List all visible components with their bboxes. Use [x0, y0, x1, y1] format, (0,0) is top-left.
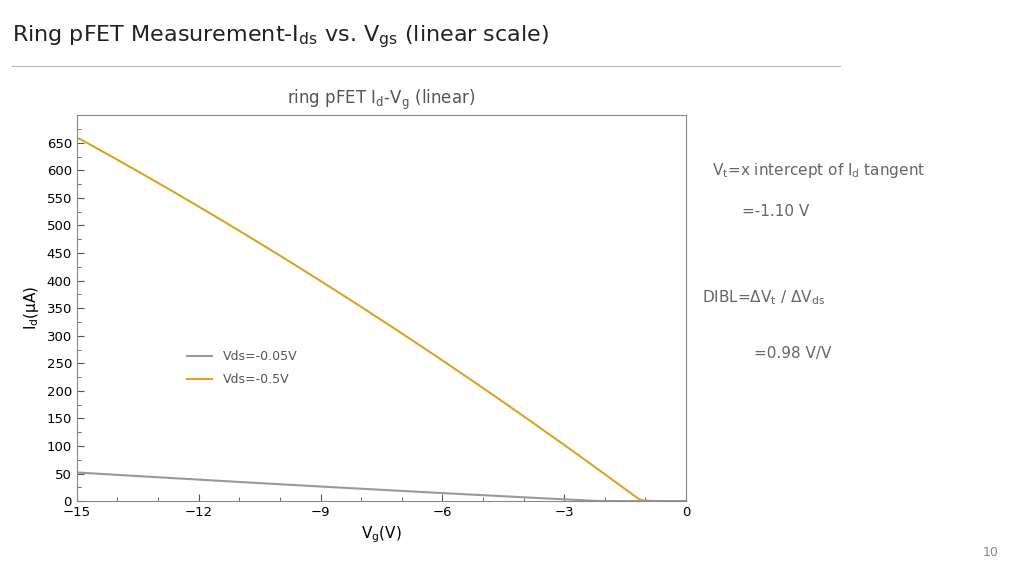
Text: =-1.10 V: =-1.10 V [742, 204, 810, 219]
Y-axis label: $\mathregular{I_d}$($\mathregular{\mu}$A): $\mathregular{I_d}$($\mathregular{\mu}$A… [22, 286, 41, 331]
Text: $\mathregular{V_t}$=x intercept of $\mathregular{I_d}$ tangent: $\mathregular{V_t}$=x intercept of $\mat… [712, 161, 925, 180]
X-axis label: $\mathregular{V_g}$(V): $\mathregular{V_g}$(V) [361, 525, 401, 545]
Text: =0.98 V/V: =0.98 V/V [754, 346, 831, 361]
Text: DIBL=$\mathregular{\Delta V_t}$ / $\mathregular{\Delta V_{ds}}$: DIBL=$\mathregular{\Delta V_t}$ / $\math… [702, 288, 825, 306]
Title: ring pFET $\mathregular{I_d}$-$\mathregular{V_g}$ (linear): ring pFET $\mathregular{I_d}$-$\mathregu… [288, 88, 475, 112]
Legend: Vds=-0.05V, Vds=-0.5V: Vds=-0.05V, Vds=-0.5V [182, 345, 302, 391]
Text: Ring pFET Measurement-$\mathregular{I_{ds}}$ vs. $\mathregular{V_{gs}}$ (linear : Ring pFET Measurement-$\mathregular{I_{d… [12, 23, 549, 50]
Text: 10: 10 [982, 545, 998, 559]
